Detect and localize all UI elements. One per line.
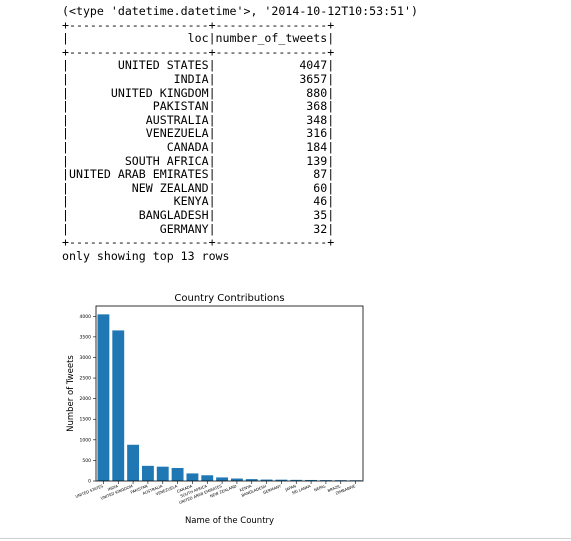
bar [275, 479, 288, 481]
y-tick-label: 2500 [80, 376, 92, 382]
bar [230, 478, 243, 481]
bar [141, 465, 154, 481]
x-tick-label: NEPAL [313, 483, 327, 492]
bar [127, 444, 140, 481]
y-tick-label: 1000 [80, 437, 92, 443]
bar [245, 479, 258, 481]
cell-divider [0, 538, 571, 539]
x-tick-label: PAKISTAN [130, 483, 149, 494]
bar [201, 475, 214, 481]
bar [319, 480, 332, 481]
bar [186, 473, 199, 481]
bar [171, 467, 184, 481]
y-axis-label: Number of Tweets [66, 355, 76, 432]
bar [260, 479, 273, 481]
y-tick-label: 3500 [80, 334, 92, 340]
y-tick-label: 500 [82, 458, 91, 464]
bar [216, 477, 229, 481]
x-tick-label: KENYA [239, 483, 253, 492]
x-tick-label: JAPAN [283, 483, 296, 492]
bar [290, 479, 303, 481]
x-tick-label: INDIA [107, 483, 119, 492]
y-tick-label: 4000 [80, 314, 92, 320]
console-output: (<type 'datetime.datetime'>, '2014-10-12… [62, 4, 418, 263]
bar [112, 330, 125, 481]
y-tick-label: 0 [88, 479, 91, 485]
bar [305, 479, 318, 481]
y-tick-label: 1500 [80, 417, 92, 423]
x-tick-label: CANADA [176, 483, 193, 494]
bar [97, 314, 110, 481]
y-tick-label: 2000 [80, 396, 92, 402]
plot-frame [95, 305, 364, 482]
chart-title: Country Contributions [174, 293, 284, 304]
x-axis-label: Name of the Country [185, 516, 274, 526]
bar [156, 466, 169, 481]
x-tick-label: BRAZIL [327, 483, 342, 493]
y-tick-label: 3000 [80, 355, 92, 361]
bar [334, 480, 347, 481]
